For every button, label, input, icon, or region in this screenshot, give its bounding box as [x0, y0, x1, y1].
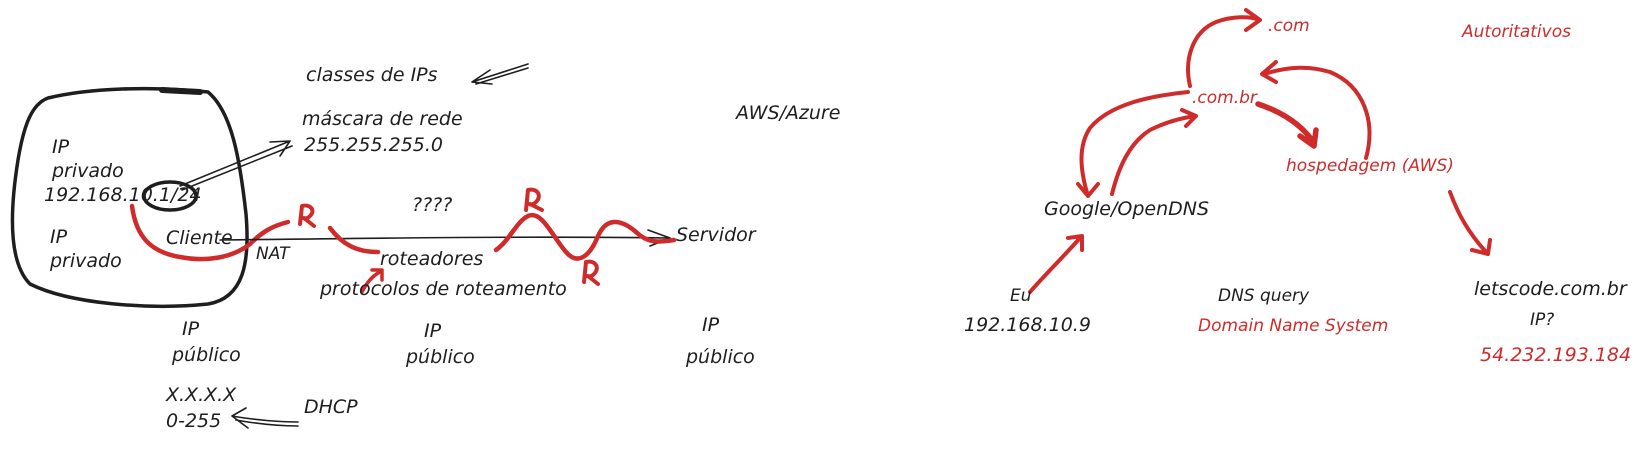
routing-arrow: [360, 268, 384, 294]
ip-classes-label: classes de IPs: [306, 64, 438, 86]
hosting-label: hospedagem (AWS): [1286, 156, 1454, 176]
public-ip-2-line1: IP: [424, 320, 442, 342]
subnet-highlight-ellipse: [142, 180, 198, 212]
tld-com-br-label: .com.br: [1192, 88, 1257, 108]
arrow-combr-to-com: [1186, 8, 1262, 88]
tld-com-label: .com: [1268, 16, 1310, 36]
authoritative-label: Autoritativos: [1462, 22, 1571, 42]
me-label: Eu: [1010, 286, 1032, 306]
public-ip-1-line2: público: [172, 344, 241, 366]
arrow-hosting-to-domain: [1448, 190, 1492, 256]
dns-expansion-label: Domain Name System: [1198, 316, 1389, 336]
private-ip-2-line2: privado: [50, 250, 122, 272]
netmask-arrow: [179, 140, 293, 191]
arrow-hosting-to-combr: [1260, 60, 1372, 160]
octet-range-label: 0-255: [166, 410, 222, 432]
resolved-ip-label: 54.232.193.184: [1480, 344, 1632, 366]
dhcp-arrow: [231, 407, 299, 429]
private-ip-2-line1: IP: [50, 226, 68, 248]
address-format-label: X.X.X.X: [166, 384, 237, 406]
routers-label: roteadores: [380, 248, 484, 270]
dns-query-label: DNS query: [1218, 286, 1310, 306]
public-ip-2-line2: público: [406, 346, 475, 368]
classes-arrow: [471, 63, 529, 85]
arrow-combr-to-hosting: [1255, 101, 1319, 149]
arrow-combr-to-resolver: [1076, 90, 1190, 198]
cloud-label: AWS/Azure: [736, 102, 841, 124]
route-wave: [493, 212, 677, 261]
router-symbol-1: [298, 203, 316, 228]
router-symbol-3: [582, 259, 600, 286]
unknown-label: ????: [412, 194, 453, 216]
arrow-resolver-to-combr: [1110, 108, 1198, 196]
router-symbol-2: [524, 187, 544, 212]
netmask-label: máscara de rede: [302, 108, 463, 130]
my-ip-label: 192.168.10.9: [964, 314, 1091, 336]
private-network-boundary: [10, 86, 249, 308]
ip-question-label: IP?: [1530, 310, 1555, 330]
private-ip-1-line1: IP: [52, 136, 70, 158]
public-ip-1-line1: IP: [182, 318, 200, 340]
public-ip-3-line2: público: [686, 346, 755, 368]
boundary-thick-mark: [159, 87, 203, 95]
public-ip-3-line1: IP: [702, 314, 720, 336]
arrow-me-to-resolver: [1028, 234, 1084, 294]
server-label: Servidor: [676, 224, 756, 246]
nat-label: NAT: [256, 244, 290, 264]
private-ip-1-line2: privado: [52, 160, 124, 182]
client-label: Cliente: [166, 227, 233, 249]
domain-label: letscode.com.br: [1474, 278, 1627, 300]
client-cable: [129, 203, 291, 262]
resolver-label: Google/OpenDNS: [1044, 198, 1210, 220]
routing-protocols-label: protocolos de roteamento: [320, 278, 567, 300]
dhcp-label: DHCP: [304, 396, 358, 418]
private-ip-address: 192.168.10.1/24: [44, 184, 202, 206]
route-segment-1: [327, 225, 381, 255]
netmask-value: 255.255.255.0: [304, 134, 444, 156]
